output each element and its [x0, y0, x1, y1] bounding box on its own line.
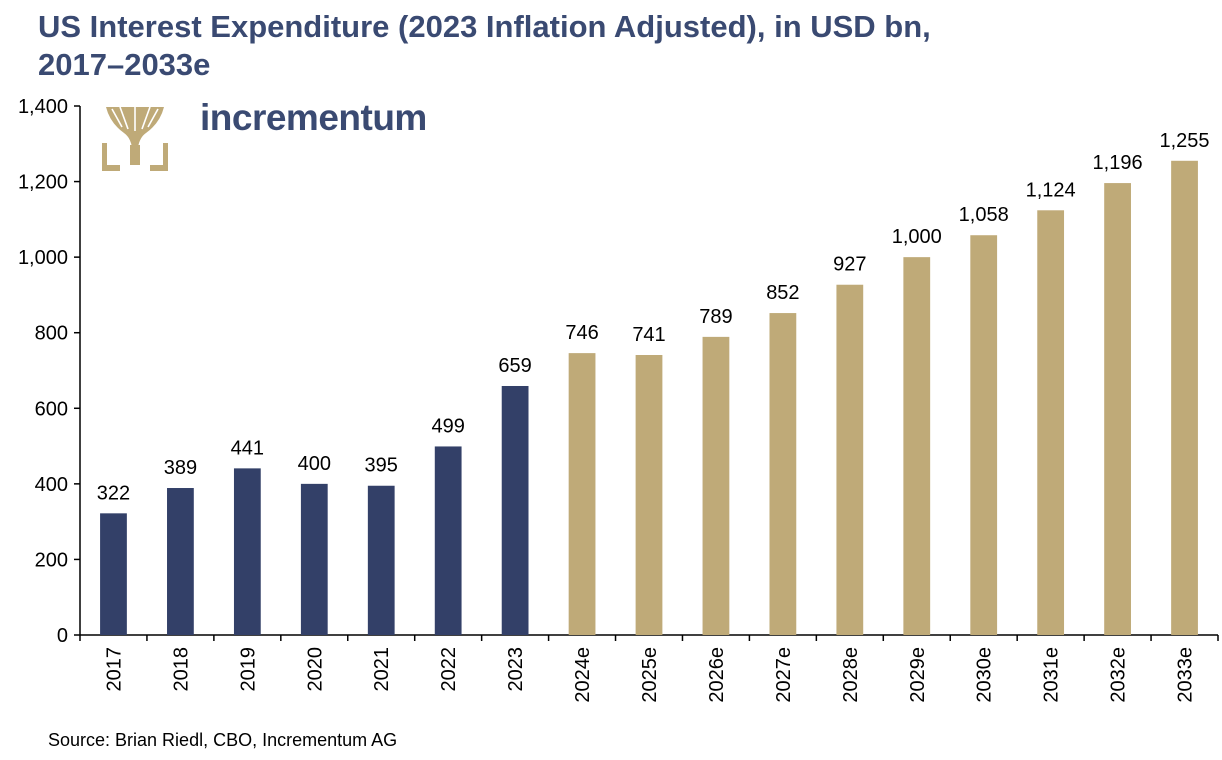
bar-2020	[300, 483, 328, 635]
data-label-2026e: 789	[699, 306, 732, 328]
chart-title-line-1: US Interest Expenditure (2023 Inflation …	[38, 9, 931, 44]
bar-2026e	[702, 336, 730, 635]
incrementum-logo: incrementum	[100, 97, 480, 175]
data-label-2031e: 1,124	[1026, 179, 1076, 201]
x-tick-label-2021: 2021	[371, 647, 393, 692]
y-tick-label: 400	[35, 474, 68, 496]
data-label-2028e: 927	[833, 254, 866, 276]
data-label-2025e: 741	[632, 324, 665, 346]
x-tick-label-2027e: 2027e	[773, 647, 795, 703]
data-label-2017: 322	[97, 482, 130, 504]
bar-2025e	[635, 355, 663, 635]
y-tick-label: 0	[57, 625, 68, 647]
data-label-2023: 659	[498, 355, 531, 377]
bar-2022	[434, 446, 462, 635]
bar-2031e	[1037, 210, 1065, 635]
bar-2017	[100, 513, 127, 635]
x-tick-label-2025e: 2025e	[639, 647, 661, 703]
x-tick-label-2023: 2023	[505, 647, 527, 692]
data-label-2022: 499	[431, 415, 464, 437]
data-label-2029e: 1,000	[892, 226, 942, 248]
data-label-2019: 441	[231, 437, 264, 459]
chart-title-line-2: 2017–2033e	[38, 47, 211, 82]
bar-2032e	[1104, 183, 1131, 635]
x-tick-label-2022: 2022	[438, 647, 460, 692]
data-label-2030e: 1,058	[959, 204, 1009, 226]
bar-2029e	[903, 257, 931, 635]
logo-wordmark: incrementum	[200, 97, 427, 138]
x-tick-label-2030e: 2030e	[974, 647, 996, 703]
data-label-2020: 400	[298, 453, 331, 475]
y-tick-label: 800	[35, 323, 68, 345]
bar-2019	[233, 468, 261, 635]
data-label-2032e: 1,196	[1093, 152, 1143, 174]
chart-title: US Interest Expenditure (2023 Inflation …	[38, 8, 1198, 84]
x-tick-label-2028e: 2028e	[840, 647, 862, 703]
x-tick-label-2018: 2018	[170, 647, 192, 692]
y-tick-label: 1,400	[18, 96, 68, 118]
bar-2021	[367, 485, 395, 635]
x-tick-label-2031e: 2031e	[1041, 647, 1063, 703]
x-tick-label-2032e: 2032e	[1108, 647, 1130, 703]
x-tick-label-2026e: 2026e	[706, 647, 728, 703]
data-label-2018: 389	[164, 457, 197, 479]
data-label-2024e: 746	[565, 322, 598, 344]
y-tick-label: 1,000	[18, 247, 68, 269]
data-label-2021: 395	[365, 455, 398, 477]
data-label-2027e: 852	[766, 282, 799, 304]
data-label-2033e: 1,255	[1159, 130, 1209, 152]
bar-2023	[501, 385, 529, 635]
bar-2018	[167, 488, 194, 635]
x-tick-label-2020: 2020	[304, 647, 326, 692]
x-tick-label-2017: 2017	[103, 647, 125, 692]
source-note: Source: Brian Riedl, CBO, Incrementum AG	[48, 730, 398, 750]
bar-2027e	[769, 313, 797, 635]
bar-2033e	[1171, 160, 1198, 635]
y-tick-label: 200	[35, 549, 68, 571]
y-tick-label: 600	[35, 398, 68, 420]
x-tick-label-2024e: 2024e	[572, 647, 594, 703]
tree-logo-icon	[100, 103, 170, 175]
bar-2028e	[836, 284, 864, 635]
x-tick-label-2033e: 2033e	[1175, 647, 1197, 703]
y-tick-label: 1,200	[18, 172, 68, 194]
x-tick-label-2029e: 2029e	[907, 647, 929, 703]
x-tick-label-2019: 2019	[237, 647, 259, 692]
bar-2030e	[970, 235, 998, 635]
bar-2024e	[568, 353, 596, 635]
